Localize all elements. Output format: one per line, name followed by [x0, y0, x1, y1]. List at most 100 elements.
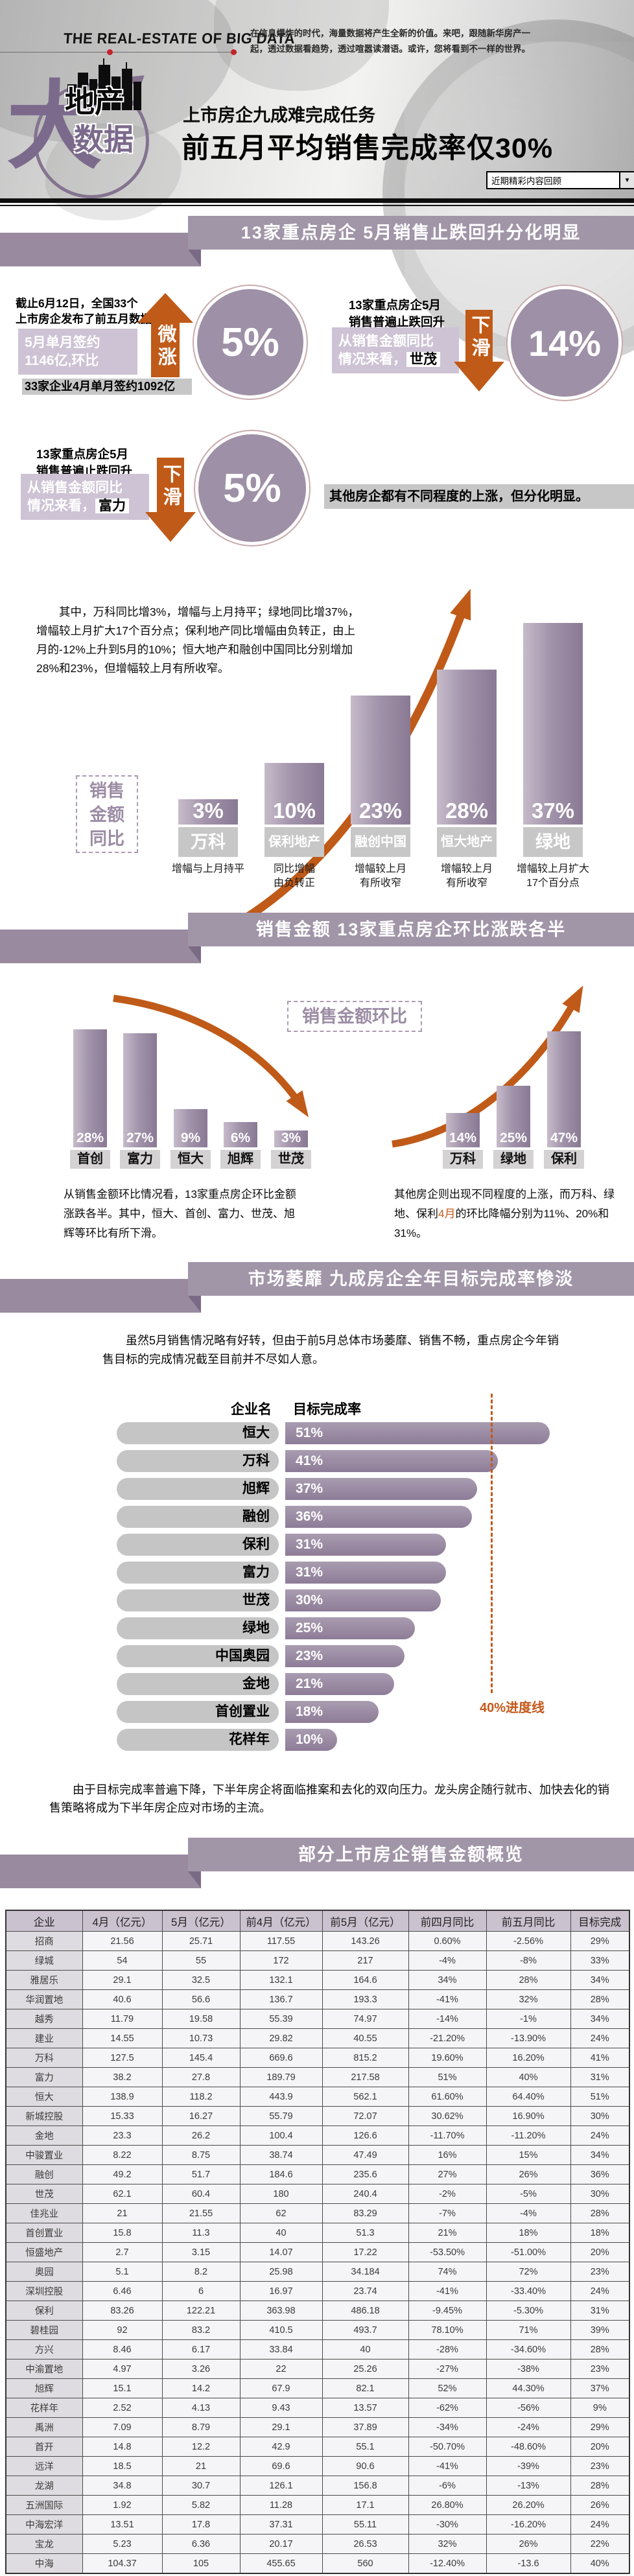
bar-category-label: 融创中国 [351, 827, 410, 857]
company-cell: 中海 [5, 2553, 83, 2574]
value-cell: 6.36 [161, 2534, 241, 2554]
target-paragraph-2: 由于目标完成率普遍下降，下半年房企将面临推案和去化的双向压力。龙头房企随行就市、… [49, 1783, 609, 1814]
value-cell: -50.70% [408, 2437, 487, 2457]
banner-fold [188, 946, 201, 963]
value-cell: 34% [570, 1970, 630, 1990]
value-cell: -34% [408, 2417, 487, 2437]
table-row: 深圳控股 6.46 6 16.97 23.74 -41% -33.40% 24% [5, 2281, 630, 2301]
value-cell: -12.40% [408, 2553, 487, 2574]
company-name: 保利 [242, 1537, 270, 1552]
value-cell: -13.6 [486, 2553, 571, 2574]
value-cell: -39% [486, 2456, 571, 2476]
section2-banner: 销售金额 13家重点房企环比涨跌各半 [0, 913, 634, 963]
company-pill: 世茂 [117, 1589, 279, 1611]
stat-circle-5pct: 5% [197, 289, 303, 395]
value-cell: 22% [570, 2534, 630, 2554]
table-row: 方兴 8.46 6.17 33.84 40 -28% -34.60% 28% [5, 2339, 630, 2359]
company-cell: 远洋 [5, 2456, 83, 2476]
company-cell: 雅居乐 [5, 1970, 83, 1990]
company-cell: 华润置地 [5, 1989, 83, 2009]
company-cell: 融创 [5, 2164, 83, 2184]
company-cell: 万科 [5, 2048, 83, 2068]
value-cell: 28% [570, 2476, 630, 2496]
value-cell: 69.6 [239, 2456, 323, 2476]
value-cell: 40 [239, 2223, 323, 2243]
dropdown-selected-value: 近期精彩内容回顾 [491, 176, 561, 186]
company-cell: 旭辉 [5, 2378, 83, 2398]
section3-banner: 市场萎靡 九成房企全年目标完成率惨淡 [0, 1262, 634, 1313]
value-cell: 4.97 [82, 2359, 163, 2379]
stat-right-text: 13家重点房企5月 销售普遍止跌回升 [349, 298, 445, 329]
completion-value: 31% [296, 1537, 323, 1552]
bar-category-label: 恒大地产 [437, 827, 497, 857]
mom-left-paragraph: 从销售金额环比情况看，13家重点房企环比金额涨跌各半。其中，恒大、首创、富力、世… [64, 1188, 296, 1239]
bar-value-label: 14% [449, 1130, 477, 1145]
bar-value-label: 28% [445, 799, 489, 823]
yoy-bar: 10% [264, 763, 324, 825]
value-cell: 15.33 [82, 2106, 163, 2126]
value-cell: 235.6 [322, 2164, 409, 2184]
table-row: 五洲国际 1.92 5.82 11.28 17.1 26.80% 26.20% 26% [5, 2495, 630, 2515]
value-cell: 18% [570, 2223, 630, 2243]
reference-line-label: 40%进度线 [480, 1701, 545, 1715]
value-cell: 14.07 [239, 2242, 323, 2262]
value-cell: -41% [408, 2281, 487, 2301]
company-name: 绿地 [242, 1621, 270, 1635]
value-cell: 62 [239, 2203, 323, 2223]
bar-note: 同比增幅 由负转正 [273, 863, 315, 889]
table-row: 花样年 2.52 4.13 9.43 13.57 -62% -56% 9% [5, 2398, 630, 2418]
recent-content-dropdown[interactable]: 近期精彩内容回顾 ▼ [486, 171, 634, 189]
table-row: 禹洲 7.09 8.79 29.1 37.89 -34% -24% 29% [5, 2417, 630, 2437]
table-row: 佳兆业 21 21.55 62 83.29 -7% -4% 28% [5, 2203, 630, 2223]
value-cell: 42.9 [239, 2437, 323, 2457]
company-cell: 中渝置地 [5, 2359, 83, 2379]
company-cell: 中骏置业 [5, 2145, 83, 2165]
value-cell: -6% [408, 2476, 487, 2496]
bar-note: 增幅较上月扩大 17个百分点 [516, 863, 589, 889]
banner-title: 13家重点房企 5月销售止跌回升分化明显 [188, 216, 634, 250]
table-row: 中渝置地 4.97 3.26 22 25.26 -27% -38% 23% [5, 2359, 630, 2379]
table-header-cell: 目标完成 [570, 1910, 630, 1932]
value-cell: 24% [570, 2514, 630, 2535]
logo-word-shuju: 数据 [74, 123, 134, 156]
value-cell: 7.09 [82, 2417, 163, 2437]
value-cell: 9.43 [239, 2398, 323, 2418]
value-cell: 9% [570, 2398, 630, 2418]
paragraph-text: 其他房企则出现不同程度的上涨，而万科、绿地、保利 [394, 1188, 615, 1220]
bar-value-label: 3% [193, 799, 224, 823]
table-header-row: 企业 4月（亿元） 5月（亿元） 前4月（亿元） 前5月（亿元） 前四月同比 前五月同比 目标… [5, 1910, 630, 1932]
table-row: 新城控股 15.33 16.27 55.79 72.07 30.62% 16.90% 30% [5, 2106, 630, 2126]
table-row: 越秀 11.79 19.58 55.39 74.97 -14% -1% 34% [5, 2009, 630, 2029]
completion-bar: 31% [285, 1562, 446, 1584]
value-cell: 47.49 [322, 2145, 409, 2165]
value-cell: 26.2 [161, 2125, 241, 2146]
value-cell: 363.98 [239, 2301, 323, 2321]
value-cell: -7% [408, 2203, 487, 2223]
value-cell: 8.2 [161, 2262, 241, 2282]
chevron-down-icon[interactable]: ▼ [619, 172, 634, 188]
value-cell: 30.7 [161, 2476, 241, 2496]
section1-banner: 13家重点房企 5月销售止跌回升分化明显 [0, 216, 634, 266]
value-cell: 83.26 [82, 2301, 163, 2321]
table-header-cell: 前5月（亿元） [322, 1910, 409, 1932]
company-cell: 招商 [5, 1931, 83, 1951]
banner-left-block [0, 930, 201, 963]
value-cell: 127.5 [82, 2048, 163, 2068]
table-row: 华润置地 40.6 56.6 136.7 193.3 -41% 32% 28% [5, 1989, 630, 2009]
sales-overview-table: 企业 4月（亿元） 5月（亿元） 前4月（亿元） 前5月（亿元） 前四月同比 前五月同比 目标… [5, 1910, 630, 2574]
value-cell: 24% [570, 2125, 630, 2146]
table-row: 宝龙 5.23 6.36 20.17 26.53 32% 26% 22% [5, 2534, 630, 2554]
value-cell: 29% [570, 1931, 630, 1951]
completion-value: 36% [296, 1509, 323, 1524]
bar-note: 增幅与上月持平 [171, 863, 244, 874]
value-cell: -16.20% [486, 2514, 571, 2535]
value-cell: 410.5 [239, 2320, 323, 2340]
bar-value-label: 25% [499, 1130, 528, 1145]
value-cell: 3.26 [161, 2359, 241, 2379]
value-cell: 132.1 [239, 1970, 323, 1990]
mom-bar: 47% [547, 1031, 581, 1147]
value-cell: 74% [408, 2262, 487, 2282]
table-row: 恒盛地产 2.7 3.15 14.07 17.22 -53.50% -51.00% 20% [5, 2242, 630, 2262]
target-paragraph: 虽然5月销售情况略有好转，但由于前5月总体市场萎靡、销售不畅，重点房企今年销售目… [102, 1334, 559, 1366]
value-cell: 136.7 [239, 1989, 323, 2009]
